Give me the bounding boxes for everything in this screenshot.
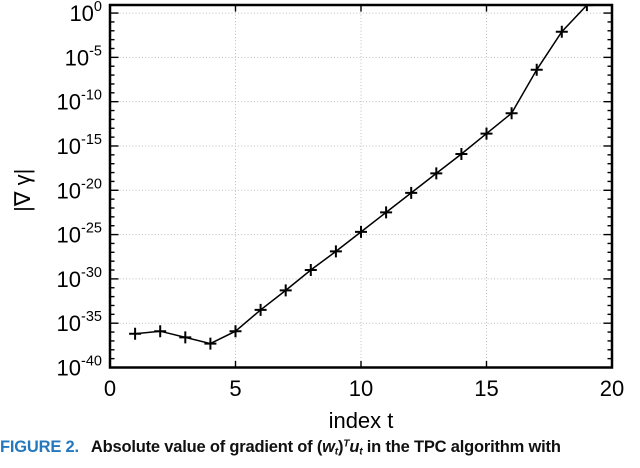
plot-border: [108, 3, 614, 369]
grid-lines: [110, 5, 612, 368]
svg-text:10-15: 10-15: [57, 132, 102, 159]
x-tick-labels: 0 5 10 15 20: [104, 376, 624, 401]
svg-text:15: 15: [474, 376, 498, 401]
svg-text:10-40: 10-40: [57, 354, 102, 381]
y-tick-labels: 100 10-5 10-10 10-15 10-20 10-25 10-30 10-35 10-…: [57, 0, 102, 381]
y-axis-title: |∇ γ|: [10, 169, 35, 212]
chart-svg: 10010-510-1010-1510-2010-2510-3010-3510-…: [10, 0, 624, 433]
svg-text:10-20: 10-20: [57, 176, 102, 203]
series-line: [135, 5, 595, 345]
axis-ticks: [111, 6, 611, 369]
svg-text:10: 10: [349, 376, 373, 401]
x-axis-title: index t: [329, 408, 394, 433]
figure-caption-tag: FIGURE 2.: [0, 438, 79, 456]
svg-text:10-35: 10-35: [57, 309, 102, 336]
figure-caption: FIGURE 2. Absolute value of gradient of (…: [0, 438, 640, 468]
svg-text:0: 0: [104, 376, 116, 401]
gradient-log-plot: 100 10-5 10-10 10-15 10-20 10-25 10-30 10-35 10-…: [10, 0, 624, 433]
svg-text:10-30: 10-30: [57, 265, 102, 292]
svg-text:100: 100: [69, 0, 102, 26]
svg-text:20: 20: [600, 376, 624, 401]
figure-caption-text: Absolute value of gradient of (wt)Tut in…: [90, 438, 561, 458]
svg-text:5: 5: [229, 376, 241, 401]
svg-text:10-5: 10-5: [65, 43, 102, 70]
data-series: [129, 5, 612, 350]
svg-text:10-10: 10-10: [57, 88, 102, 115]
series-markers: [129, 5, 612, 350]
svg-text:10-25: 10-25: [57, 221, 102, 248]
